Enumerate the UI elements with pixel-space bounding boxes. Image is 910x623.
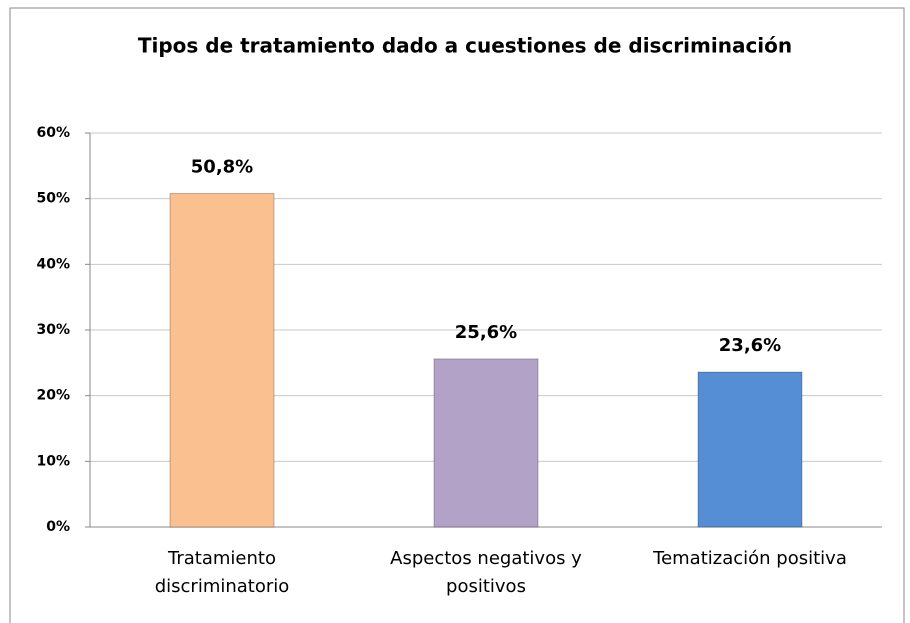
- y-tick-label: 40%: [36, 256, 70, 272]
- x-tick-label: Aspectos negativos y positivos: [390, 548, 582, 597]
- bar: [433, 358, 539, 528]
- x-tick-label: Tratamiento discriminatorio: [154, 548, 290, 597]
- y-tick-label: 10%: [36, 453, 70, 469]
- value-label: 23,6%: [719, 335, 781, 356]
- y-tick-label: 60%: [36, 125, 70, 141]
- chart-title: Tipos de tratamiento dado a cuestiones d…: [138, 34, 792, 58]
- value-label: 50,8%: [191, 156, 253, 177]
- chart-frame: [9, 7, 905, 623]
- bar: [169, 192, 275, 528]
- y-tick-label: 0%: [46, 519, 70, 535]
- y-tick-label: 20%: [36, 388, 70, 404]
- y-tick-label: 30%: [36, 322, 70, 338]
- y-tick-label: 50%: [36, 191, 70, 207]
- x-tick-label: Tematización positiva: [653, 548, 847, 569]
- value-label: 25,6%: [455, 322, 517, 343]
- bar: [697, 371, 803, 528]
